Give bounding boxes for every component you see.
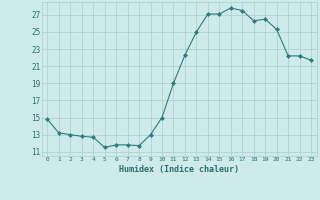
X-axis label: Humidex (Indice chaleur): Humidex (Indice chaleur) <box>119 165 239 174</box>
